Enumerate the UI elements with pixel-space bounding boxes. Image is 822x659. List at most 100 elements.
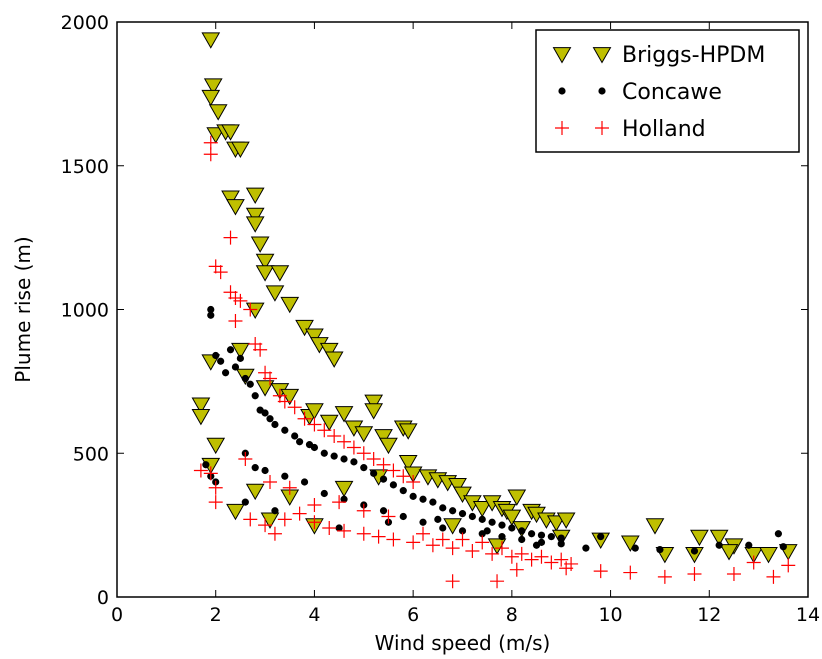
- data-point: [287, 400, 302, 415]
- data-point: [292, 506, 307, 521]
- x-tick-label: 8: [506, 604, 518, 626]
- data-point: [251, 392, 259, 400]
- data-point: [280, 388, 300, 406]
- data-point: [307, 498, 322, 512]
- data-point: [322, 521, 337, 535]
- data-point: [356, 526, 371, 541]
- data-point: [208, 480, 223, 495]
- data-point: [488, 518, 496, 526]
- data-point: [263, 475, 278, 489]
- data-point: [305, 328, 324, 345]
- data-point: [487, 538, 507, 555]
- data-point: [370, 469, 378, 477]
- data-point: [465, 544, 480, 558]
- data-point: [261, 409, 269, 417]
- data-point: [389, 481, 397, 489]
- data-point: [356, 503, 371, 518]
- data-point: [319, 414, 339, 432]
- legend-marker: [555, 121, 569, 135]
- data-point: [508, 524, 516, 532]
- data-point: [201, 32, 221, 49]
- series-concawe: [202, 305, 787, 555]
- data-point: [245, 483, 265, 501]
- legend-label: Briggs-HPDM: [622, 43, 765, 68]
- data-point: [524, 552, 539, 567]
- data-point: [687, 567, 702, 581]
- data-point: [483, 527, 491, 535]
- data-point: [774, 530, 782, 538]
- data-point: [238, 452, 253, 466]
- data-point: [221, 190, 240, 207]
- y-tick-label: 1500: [61, 156, 109, 178]
- data-point: [320, 489, 328, 498]
- data-point: [360, 464, 368, 472]
- legend-marker: [592, 47, 612, 64]
- data-point: [744, 547, 764, 564]
- data-point: [206, 127, 226, 144]
- data-point: [245, 302, 265, 320]
- data-point: [374, 429, 393, 446]
- data-point: [468, 512, 476, 521]
- data-point: [379, 437, 398, 455]
- data-point: [416, 526, 431, 541]
- data-point: [490, 574, 505, 589]
- x-tick-label: 14: [796, 604, 820, 626]
- data-point: [406, 475, 421, 489]
- data-point: [334, 480, 354, 498]
- data-point: [398, 455, 418, 472]
- data-point: [243, 512, 258, 527]
- data-point: [253, 342, 268, 357]
- data-point: [715, 541, 723, 549]
- data-point: [236, 354, 244, 362]
- data-point: [354, 426, 374, 443]
- data-point: [419, 495, 427, 503]
- data-point: [518, 535, 526, 544]
- data-point: [265, 285, 285, 302]
- data-point: [439, 504, 447, 512]
- data-point: [255, 253, 275, 271]
- x-tick-label: 12: [697, 604, 721, 626]
- y-axis-label: Plume rise (m): [11, 236, 35, 382]
- data-point: [547, 533, 555, 541]
- legend-marker: [598, 87, 606, 95]
- data-point: [191, 409, 211, 426]
- data-point: [255, 265, 275, 282]
- legend-marker: [552, 47, 572, 64]
- x-axis-label: Wind speed (m/s): [375, 631, 551, 655]
- data-point: [340, 455, 348, 463]
- data-point: [498, 533, 506, 541]
- data-point: [208, 104, 228, 121]
- data-point: [241, 374, 249, 383]
- data-point: [221, 124, 240, 141]
- data-point: [291, 432, 299, 440]
- data-point: [297, 411, 312, 426]
- data-point: [213, 265, 228, 280]
- data-point: [203, 147, 218, 162]
- data-point: [398, 423, 418, 440]
- y-tick-label: 0: [97, 587, 109, 609]
- data-point: [434, 515, 442, 523]
- data-point: [514, 546, 529, 561]
- data-point: [403, 466, 423, 483]
- data-point: [429, 498, 437, 506]
- data-point: [327, 429, 342, 443]
- data-point: [534, 549, 549, 564]
- data-point: [455, 532, 470, 547]
- data-point: [781, 558, 796, 573]
- data-point: [202, 461, 210, 469]
- data-point: [243, 302, 258, 317]
- data-point: [261, 466, 269, 475]
- series-briggs-hpdm: [191, 32, 798, 564]
- data-point: [350, 458, 358, 466]
- data-point: [458, 510, 467, 518]
- data-point: [657, 569, 672, 584]
- x-tick-label: 2: [210, 604, 222, 626]
- data-point: [255, 380, 275, 397]
- legend: Briggs-HPDM Concawe Holland: [535, 29, 800, 153]
- data-point: [231, 363, 240, 371]
- data-point: [246, 380, 254, 388]
- data-point: [226, 346, 235, 354]
- data-point: [266, 415, 274, 423]
- data-point: [320, 449, 328, 457]
